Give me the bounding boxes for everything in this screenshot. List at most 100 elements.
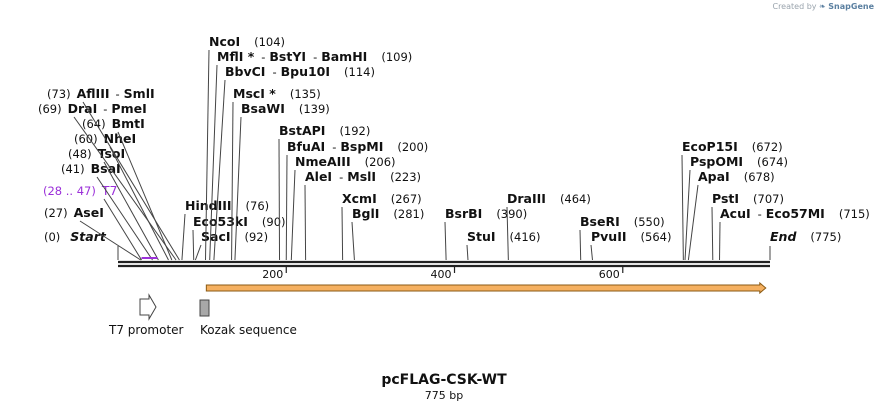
site-bsai-position: (41) <box>61 162 85 176</box>
ruler-tick-label: 600 <box>599 268 620 281</box>
site-pspomi-name: PspOMI <box>690 154 743 169</box>
kozak-sequence-icon[interactable] <box>199 299 210 317</box>
site-bseri-name: BseRI <box>580 214 620 229</box>
site-bseri-label[interactable]: BseRI (550) <box>580 214 665 229</box>
site-drai-name: DraI <box>68 101 98 116</box>
site-mfli-separator: - <box>261 50 265 64</box>
site-pvuii-leader <box>590 244 593 261</box>
site-mfli-position: (109) <box>381 50 412 64</box>
site-apai-label[interactable]: ApaI (678) <box>698 169 775 184</box>
site-bfuai-label[interactable]: BfuAI - BspMI (200) <box>287 139 428 154</box>
site-apai-name: ApaI <box>698 169 730 184</box>
site-drai-leader <box>73 116 177 261</box>
site-bbvci-name-2: Bpu10I <box>281 64 330 79</box>
site-msci-leader <box>231 101 234 261</box>
site-ecop15i-leader <box>681 154 684 261</box>
site-asei-position: (27) <box>44 206 68 220</box>
site-bsawi-leader <box>234 116 242 261</box>
site-acui-label[interactable]: AcuI - Eco57MI (715) <box>720 206 870 221</box>
site-bsrbi-label[interactable]: BsrBI (390) <box>445 206 527 221</box>
site-alei-leader <box>304 184 307 261</box>
site-bsawi-position: (139) <box>299 102 330 116</box>
site-ncoi-name: NcoI <box>209 34 240 49</box>
site-mfli-name-3: BamHI <box>321 49 367 64</box>
site-start-position: (0) <box>44 230 60 244</box>
site-drai-label[interactable]: (69) DraI - PmeI <box>38 101 147 116</box>
site-bbvci-name: BbvCI <box>225 64 265 79</box>
site-bgli-label[interactable]: BglI (281) <box>352 206 424 221</box>
site-hindiii-position: (76) <box>246 199 270 213</box>
t7-promoter-label: T7 promoter <box>108 323 184 337</box>
site-bsrbi-position: (390) <box>496 207 527 221</box>
site-hindiii-label[interactable]: HindIII (76) <box>185 198 269 213</box>
site-afliii-position: (73) <box>47 87 71 101</box>
site-bfuai-position: (200) <box>397 140 428 154</box>
site-bfuai-name-2: BspMI <box>340 139 383 154</box>
site-eco53ki-name: Eco53kI <box>193 214 248 229</box>
site-alei-position: (223) <box>390 170 421 184</box>
site-bsai-leader <box>96 176 153 261</box>
site-nmeaiii-leader <box>290 169 296 261</box>
site-stui-label[interactable]: StuI (416) <box>467 229 540 244</box>
site-bfuai-name: BfuAI <box>287 139 325 154</box>
site-nmeaiii-label[interactable]: NmeAIII (206) <box>295 154 396 169</box>
site-bstapi-position: (192) <box>339 124 370 138</box>
site-psti-name: PstI <box>712 191 739 206</box>
ruler-tick-label: 400 <box>431 268 452 281</box>
orf-arrow[interactable] <box>205 281 767 295</box>
site-t7-position: (28 .. 47) <box>43 184 96 198</box>
site-end-label[interactable]: End (775) <box>770 229 841 244</box>
site-pvuii-label[interactable]: PvuII (564) <box>591 229 671 244</box>
site-afliii-name-2: SmlI <box>124 86 155 101</box>
site-mfli-label[interactable]: MflI * - BstYI - BamHI (109) <box>217 49 412 64</box>
site-bsai-label[interactable]: (41) BsaI <box>61 161 121 176</box>
site-msci-label[interactable]: MscI * (135) <box>233 86 321 101</box>
site-afliii-label[interactable]: (73) AflIII - SmlI <box>47 86 155 101</box>
site-bsawi-label[interactable]: BsaWI (139) <box>241 101 330 116</box>
site-asei-label[interactable]: (27) AseI <box>44 205 104 220</box>
site-psti-label[interactable]: PstI (707) <box>712 191 784 206</box>
plasmid-name: pcFLAG-CSK-WT <box>381 372 507 388</box>
site-tsoi-label[interactable]: (48) TsoI <box>68 146 125 161</box>
site-ecop15i-label[interactable]: EcoP15I (672) <box>682 139 783 154</box>
site-pspomi-label[interactable]: PspOMI (674) <box>690 154 788 169</box>
site-nmeaiii-name: NmeAIII <box>295 154 351 169</box>
site-xcmi-label[interactable]: XcmI (267) <box>342 191 422 206</box>
site-start-label[interactable]: (0) Start <box>44 229 107 244</box>
site-bstapi-label[interactable]: BstAPI (192) <box>279 123 370 138</box>
site-bbvci-leader <box>213 79 226 261</box>
site-nhei-leader <box>109 146 169 261</box>
site-end-name: End <box>770 229 797 244</box>
site-bbvci-label[interactable]: BbvCI - Bpu10I (114) <box>225 64 375 79</box>
site-tsoi-name: TsoI <box>98 146 126 161</box>
site-pspomi-position: (674) <box>757 155 788 169</box>
site-bsawi-name: BsaWI <box>241 101 285 116</box>
site-stui-position: (416) <box>510 230 541 244</box>
site-bmti-label[interactable]: (64) BmtI <box>82 116 145 131</box>
site-bfuai-leader <box>285 154 288 261</box>
site-end-position: (775) <box>810 230 841 244</box>
site-nhei-name: NheI <box>104 131 137 146</box>
site-bbvci-separator: - <box>272 65 276 79</box>
t7-promoter-icon[interactable] <box>139 293 157 321</box>
site-mfli-name-2: BstYI <box>269 49 306 64</box>
site-eco53ki-label[interactable]: Eco53kI (90) <box>193 214 286 229</box>
site-alei-label[interactable]: AleI - MslI (223) <box>305 169 421 184</box>
snapgene-credit: Created by ❧ SnapGene <box>772 2 874 11</box>
site-bmti-name: BmtI <box>112 116 145 131</box>
site-ncoi-label[interactable]: NcoI (104) <box>209 34 285 49</box>
site-bgli-name: BglI <box>352 206 379 221</box>
site-t7-label[interactable]: (28 .. 47) T7 <box>43 183 117 198</box>
site-bmti-leader <box>117 131 173 261</box>
site-stui-leader <box>466 244 469 261</box>
site-mfli-leader <box>209 64 218 261</box>
site-saci-leader <box>194 244 202 261</box>
site-hindiii-name: HindIII <box>185 198 232 213</box>
site-draiii-label[interactable]: DraIII (464) <box>507 191 591 206</box>
site-bgli-position: (281) <box>393 207 424 221</box>
credit-brand: SnapGene <box>828 2 874 11</box>
site-ecop15i-name: EcoP15I <box>682 139 738 154</box>
site-drai-name-2: PmeI <box>111 101 146 116</box>
site-eco53ki-leader <box>192 229 195 261</box>
